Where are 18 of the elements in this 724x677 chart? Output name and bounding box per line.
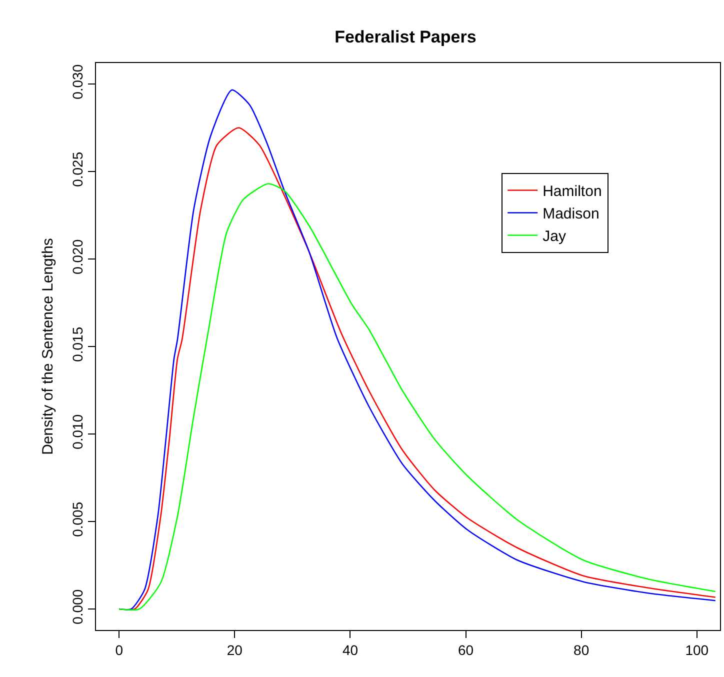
legend-label: Hamilton <box>542 183 602 200</box>
y-tick-label: 0.015 <box>69 326 86 362</box>
x-tick-label: 60 <box>458 642 474 658</box>
x-tick-label: 40 <box>342 642 358 658</box>
legend-label: Madison <box>542 206 600 223</box>
x-tick-label: 100 <box>685 642 709 658</box>
x-tick-label: 0 <box>115 642 124 658</box>
y-tick-label: 0.025 <box>69 152 86 187</box>
x-tick-label: 80 <box>574 642 590 658</box>
x-tick-label: 20 <box>226 642 243 658</box>
y-axis-title: Density of the Sentence Lengths <box>40 238 57 455</box>
y-tick-label: 0.020 <box>69 239 86 274</box>
y-tick-label: 0.000 <box>69 589 86 624</box>
y-tick-label: 0.005 <box>69 502 86 537</box>
y-tick-label: 0.030 <box>69 64 86 100</box>
legend-label: Jay <box>542 228 566 246</box>
y-tick-label: 0.010 <box>69 414 86 450</box>
chart-title: Federalist Papers <box>334 27 476 46</box>
